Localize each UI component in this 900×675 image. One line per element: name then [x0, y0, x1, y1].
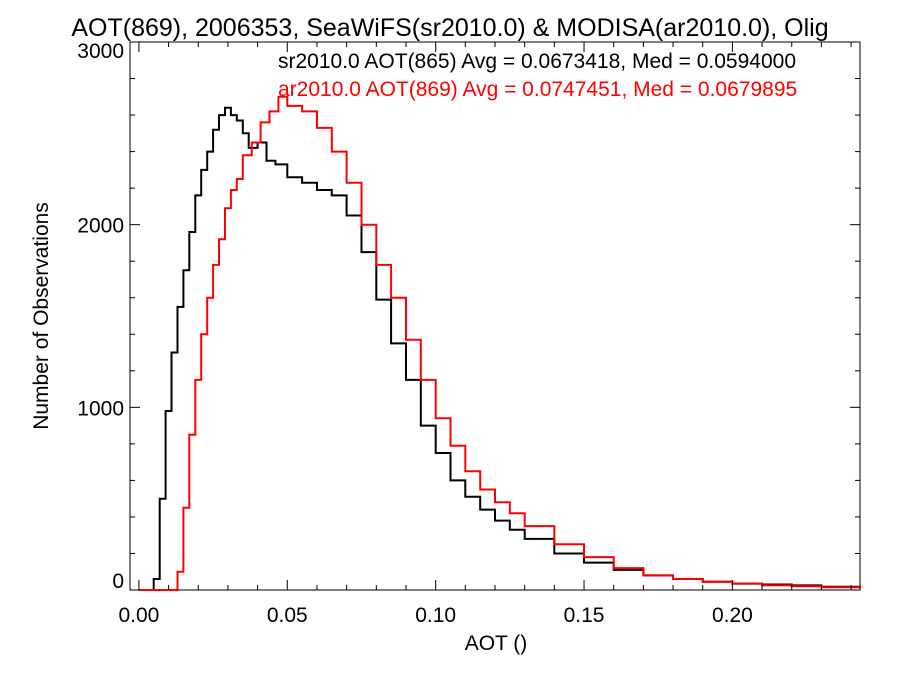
series-line-1	[138, 95, 861, 591]
x-ticks: 0.00 0.05 0.10 0.15 0.20	[118, 42, 852, 627]
y-tick-label-2: 2000	[77, 215, 124, 238]
x-tick-label-2: 0.10	[415, 604, 456, 627]
y-ticks: 0 1000 2000 3000	[77, 40, 860, 593]
y-axis-label: Number of Observations	[30, 202, 53, 430]
legend-entry-red-series: ar2010.0 AOT(869) Avg = 0.0747451, Med =…	[278, 78, 797, 101]
x-tick-label-4: 0.20	[712, 604, 753, 627]
y-tick-label-3: 3000	[77, 40, 124, 63]
x-tick-label-3: 0.15	[564, 604, 605, 627]
chart-title: AOT(869), 2006353, SeaWiFS(sr2010.0) & M…	[71, 14, 828, 42]
series-line-0	[138, 106, 861, 591]
legend-entry-black-series: sr2010.0 AOT(865) Avg = 0.0673418, Med =…	[278, 50, 796, 73]
plot-frame	[129, 41, 861, 591]
series-layer	[138, 95, 861, 591]
x-tick-label-0: 0.00	[118, 604, 159, 627]
x-tick-label-1: 0.05	[267, 604, 308, 627]
y-tick-label-0: 0	[112, 570, 124, 593]
x-axis-label: AOT ()	[465, 632, 528, 655]
plot-area: 0.00 0.05 0.10 0.15 0.20 0 1000 2000 3000	[77, 40, 861, 627]
y-tick-label-1: 1000	[77, 397, 124, 420]
